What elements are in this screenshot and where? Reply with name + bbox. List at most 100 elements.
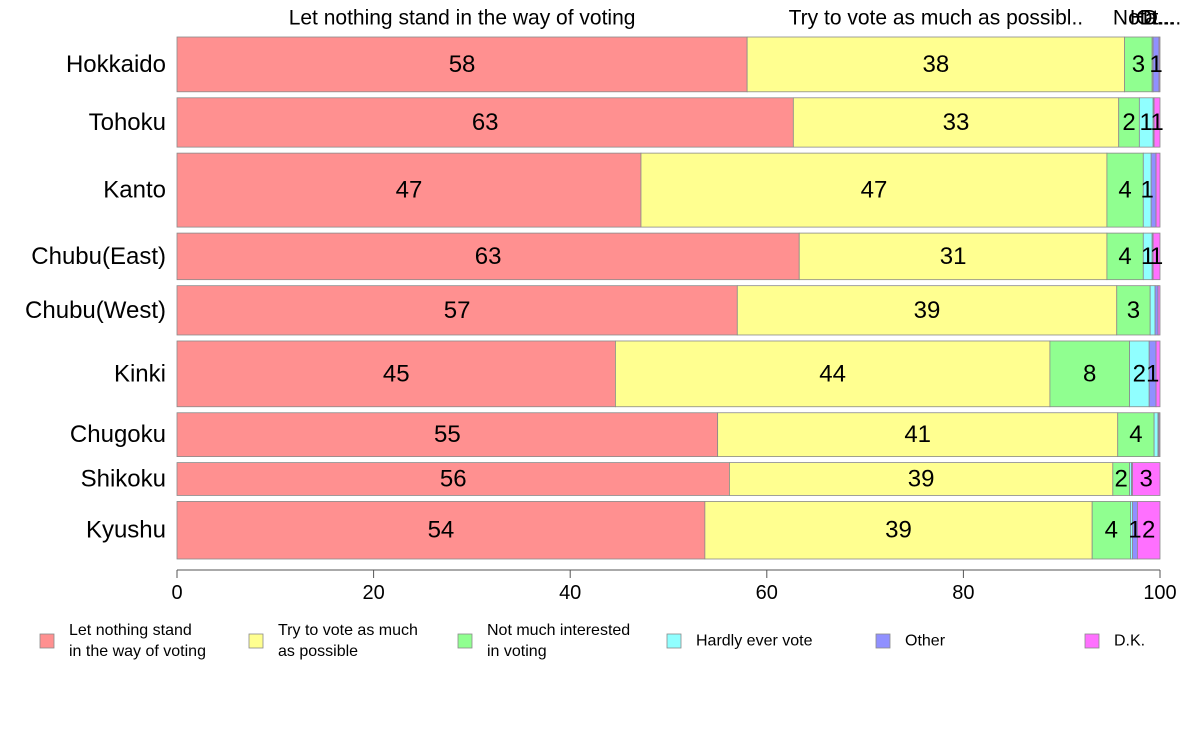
value-label-tohoku-hardly-ever-vote: 1: [1140, 109, 1153, 136]
bar-chubu-east-not-much-interested-in-voting: [1106, 232, 1144, 281]
value-label-shikoku-try-to-vote-as-much-as-possible: 39: [908, 466, 935, 493]
bar-chugoku-not-much-interested-in-voting: [1117, 412, 1155, 457]
value-label-kyushu-d-k: 2: [1142, 517, 1155, 544]
x-tick-label-60: 60: [756, 582, 778, 604]
category-labels: Hokkaido Tohoku Kanto Chubu(East) Chubu(West…: [25, 51, 166, 544]
bar-shikoku-try-to-vote-as-much-as-possible: [729, 462, 1114, 496]
series-header-try-to-vote-as-much-as-possible: Try to vote as much as possibl..: [789, 7, 1084, 30]
bar-kinki-d-k: [1155, 340, 1161, 408]
legend-swatch-hardly-ever-vote: [666, 633, 682, 649]
legend-swatch-let-nothing-stand-in-the-way-of-voting: [39, 633, 55, 649]
x-tick-label-20: 20: [362, 582, 384, 604]
bar-hokkaido-not-much-interested-in-voting: [1124, 36, 1153, 93]
bar-chubu-west-let-nothing-stand-in-the-way-of-voting: [176, 285, 738, 336]
series-header-other: Ot...: [1136, 7, 1176, 30]
value-label-chubu-west-not-much-interested-in-voting: 3: [1127, 297, 1140, 324]
value-label-hokkaido-other: 1: [1149, 51, 1162, 78]
value-label-kinki-let-nothing-stand-in-the-way-of-voting: 45: [383, 360, 410, 387]
value-label-shikoku-d-k: 3: [1140, 466, 1153, 493]
value-label-kanto-not-much-interested-in-voting: 4: [1118, 177, 1131, 204]
value-label-shikoku-not-much-interested-in-voting: 2: [1114, 466, 1127, 493]
bar-chubu-west-try-to-vote-as-much-as-possible: [736, 285, 1118, 336]
x-tick-label-40: 40: [559, 582, 581, 604]
bar-kyushu-try-to-vote-as-much-as-possible: [704, 501, 1093, 560]
legend-label-hardly-ever-vote: Hardly ever vote: [696, 633, 813, 650]
category-label-kanto: Kanto: [103, 177, 166, 204]
legend-label-try-to-vote-as-much-as-possible: Try to vote as much as possible: [278, 622, 418, 660]
value-label-chubu-west-try-to-vote-as-much-as-possible: 39: [914, 297, 941, 324]
bar-segments: [176, 36, 1161, 560]
value-label-tohoku-d-k: 1: [1150, 109, 1163, 136]
value-label-shikoku-let-nothing-stand-in-the-way-of-voting: 56: [440, 466, 467, 493]
value-label-chubu-east-try-to-vote-as-much-as-possible: 31: [940, 243, 967, 270]
value-label-kyushu-try-to-vote-as-much-as-possible: 39: [885, 517, 912, 544]
value-label-hokkaido-let-nothing-stand-in-the-way-of-voting: 58: [449, 51, 476, 78]
x-axis: 0 20 40 60 80 100: [171, 569, 1177, 604]
value-label-kinki-hardly-ever-vote: 2: [1133, 360, 1146, 387]
category-label-chugoku: Chugoku: [70, 421, 166, 448]
category-label-chubu-east: Chubu(East): [31, 243, 166, 270]
value-label-tohoku-try-to-vote-as-much-as-possible: 33: [943, 109, 970, 136]
bar-chubu-west-hardly-ever-vote: [1149, 285, 1156, 336]
bar-tohoku-d-k: [1153, 97, 1161, 148]
value-label-chubu-east-hardly-ever-vote: 1: [1141, 243, 1154, 270]
bar-kinki-try-to-vote-as-much-as-possible: [615, 340, 1051, 408]
category-label-chubu-west: Chubu(West): [25, 297, 166, 324]
bar-chubu-east-try-to-vote-as-much-as-possible: [798, 232, 1108, 281]
value-label-hokkaido-not-much-interested-in-voting: 3: [1132, 51, 1145, 78]
category-label-tohoku: Tohoku: [89, 109, 166, 136]
bar-kyushu-d-k: [1136, 501, 1161, 560]
value-label-kinki-not-much-interested-in-voting: 8: [1083, 360, 1096, 387]
value-label-chubu-east-not-much-interested-in-voting: 4: [1118, 243, 1131, 270]
category-label-kyushu: Kyushu: [86, 517, 166, 544]
legend: Let nothing stand in the way of voting Try…: [39, 622, 1145, 660]
category-label-hokkaido: Hokkaido: [66, 51, 166, 78]
bar-chubu-west-other: [1154, 285, 1159, 336]
category-label-shikoku: Shikoku: [81, 466, 166, 493]
bar-kanto-not-much-interested-in-voting: [1106, 152, 1144, 228]
bar-chugoku-let-nothing-stand-in-the-way-of-voting: [176, 412, 719, 457]
legend-swatch-not-much-interested-in-voting: [457, 633, 473, 649]
bar-kanto-let-nothing-stand-in-the-way-of-voting: [176, 152, 642, 228]
bar-chugoku-try-to-vote-as-much-as-possible: [717, 412, 1119, 457]
legend-label-not-much-interested-in-voting: Not much interested in voting: [487, 622, 630, 660]
bar-kyushu-let-nothing-stand-in-the-way-of-voting: [176, 501, 706, 560]
legend-swatch-other: [875, 633, 891, 649]
bar-chugoku-d-k: [1158, 412, 1161, 457]
value-label-chugoku-let-nothing-stand-in-the-way-of-voting: 55: [434, 421, 461, 448]
value-label-kyushu-let-nothing-stand-in-the-way-of-voting: 54: [428, 517, 455, 544]
value-label-chugoku-not-much-interested-in-voting: 4: [1129, 421, 1142, 448]
legend-label-d-k: D.K.: [1114, 633, 1145, 650]
legend-swatch-try-to-vote-as-much-as-possible: [248, 633, 264, 649]
value-label-kanto-hardly-ever-vote: 1: [1141, 177, 1154, 204]
series-header-labels: Let nothing stand in the way of voting Tr…: [289, 7, 1182, 30]
value-label-kinki-try-to-vote-as-much-as-possible: 44: [819, 360, 846, 387]
value-label-chubu-east-d-k: 1: [1150, 243, 1163, 270]
bar-hokkaido-try-to-vote-as-much-as-possible: [746, 36, 1126, 93]
value-label-chubu-east-let-nothing-stand-in-the-way-of-voting: 63: [475, 243, 502, 270]
bar-shikoku-d-k: [1132, 462, 1161, 496]
bar-hokkaido-d-k: [1158, 36, 1161, 93]
value-label-hokkaido-try-to-vote-as-much-as-possible: 38: [923, 51, 950, 78]
series-header-not-much-interested-in-voting: Not...: [1113, 7, 1163, 30]
bar-chugoku-hardly-ever-vote: [1153, 412, 1159, 457]
bar-kinki-let-nothing-stand-in-the-way-of-voting: [176, 340, 616, 408]
bar-chubu-east-let-nothing-stand-in-the-way-of-voting: [176, 232, 800, 281]
value-label-kanto-let-nothing-stand-in-the-way-of-voting: 47: [396, 177, 423, 204]
category-label-kinki: Kinki: [114, 360, 166, 387]
legend-swatch-d-k: [1084, 633, 1100, 649]
legend-label-other: Other: [905, 633, 946, 650]
value-label-kinki-other: 1: [1146, 360, 1159, 387]
bar-tohoku-try-to-vote-as-much-as-possible: [792, 97, 1120, 148]
bar-kanto-try-to-vote-as-much-as-possible: [640, 152, 1108, 228]
value-label-tohoku-not-much-interested-in-voting: 2: [1122, 109, 1135, 136]
value-label-tohoku-let-nothing-stand-in-the-way-of-voting: 63: [472, 109, 499, 136]
value-label-kyushu-not-much-interested-in-voting: 4: [1105, 517, 1118, 544]
bar-kyushu-not-much-interested-in-voting: [1091, 501, 1131, 560]
value-label-chubu-west-let-nothing-stand-in-the-way-of-voting: 57: [444, 297, 471, 324]
value-label-chugoku-try-to-vote-as-much-as-possible: 41: [904, 421, 931, 448]
bar-chubu-west-d-k: [1157, 285, 1161, 336]
x-tick-label-100: 100: [1143, 582, 1176, 604]
